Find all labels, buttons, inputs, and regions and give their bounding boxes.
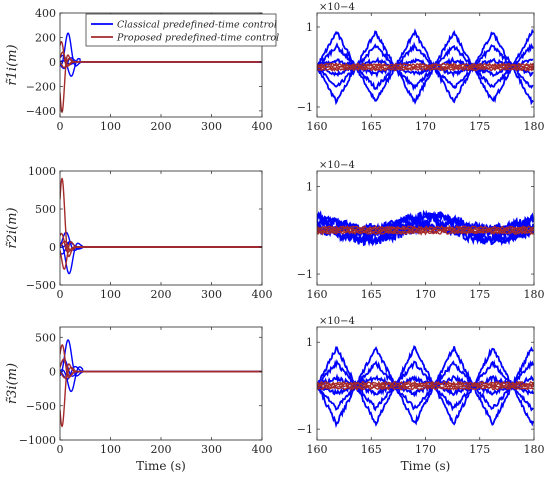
panel-p31: 0 100 200 300 400 −1000 −500 0 500 Time (s) r̃3i(m…	[5, 326, 273, 473]
legend: Classical predefined-time control Propose…	[85, 13, 279, 47]
y-tick-label: −500	[26, 400, 56, 413]
x-tick-label: 400	[252, 288, 273, 301]
series-line	[317, 385, 534, 392]
series-line	[317, 28, 534, 72]
y-tick-label: 500	[35, 331, 56, 344]
legend-label: Classical predefined-time control	[117, 20, 277, 31]
legend-label: Proposed predefined-time control	[116, 33, 279, 44]
x-tick-label: 200	[151, 288, 172, 301]
x-axis-label: Time (s)	[136, 459, 186, 473]
x-tick-label: 300	[201, 120, 222, 133]
series-line	[317, 62, 534, 67]
y-tick-label: 200	[35, 31, 56, 44]
y-tick-label: −500	[26, 279, 56, 292]
panel-p32: 160 165 170 175 180 −1 1 Time (s) ×10−4	[297, 316, 545, 473]
series-line	[317, 383, 534, 390]
y-tick-label: 1	[306, 21, 313, 34]
x-tick-label: 165	[361, 443, 382, 456]
x-tick-label: 200	[151, 443, 172, 456]
x-axis-label: Time (s)	[401, 459, 451, 473]
y-tick-label: 500	[35, 203, 56, 216]
plot-area	[60, 327, 262, 440]
y-exponent-label: ×10−4	[319, 316, 355, 327]
y-tick-label: −1	[297, 423, 313, 436]
x-tick-label: 160	[307, 443, 328, 456]
y-axis-label: r̃2i(m)	[5, 207, 20, 248]
x-tick-label: 100	[100, 288, 121, 301]
x-tick-label: 400	[252, 443, 273, 456]
y-tick-label: 0	[49, 56, 56, 69]
x-tick-label: 175	[469, 288, 490, 301]
x-tick-label: 180	[524, 288, 545, 301]
x-tick-label: 175	[469, 443, 490, 456]
y-axis-label: r̃3i(m)	[5, 363, 20, 404]
series-group	[317, 28, 534, 106]
x-tick-label: 180	[524, 443, 545, 456]
x-tick-label: 200	[151, 120, 172, 133]
y-axis-label: r̃1i(m)	[5, 44, 20, 85]
y-tick-label: 400	[35, 7, 56, 20]
series-group	[60, 32, 262, 114]
x-tick-label: 170	[415, 288, 436, 301]
y-tick-label: −1	[297, 268, 313, 281]
y-tick-label: 1000	[28, 165, 56, 178]
series-group	[60, 339, 262, 428]
series-group	[317, 345, 534, 429]
series-line	[317, 380, 534, 429]
x-tick-label: 300	[201, 288, 222, 301]
x-tick-label: 300	[201, 443, 222, 456]
y-exponent-label: ×10−4	[319, 160, 355, 171]
y-tick-label: −1	[297, 101, 313, 114]
x-tick-label: 170	[415, 120, 436, 133]
series-line	[317, 381, 534, 388]
legend-box	[85, 13, 277, 47]
panel-p22: 160 165 170 175 180 −1 1 ×10−4	[297, 160, 545, 301]
x-tick-label: 165	[361, 120, 382, 133]
y-exponent-label: ×10−4	[319, 2, 355, 13]
series-line	[317, 226, 534, 233]
x-tick-label: 180	[524, 120, 545, 133]
series-line	[317, 228, 534, 235]
series-group	[60, 177, 262, 275]
x-tick-label: 0	[57, 120, 64, 133]
series-line	[317, 65, 534, 71]
y-tick-label: −200	[26, 80, 56, 93]
series-line	[317, 209, 534, 247]
series-line	[60, 240, 262, 252]
x-tick-label: 170	[415, 443, 436, 456]
x-tick-label: 165	[361, 288, 382, 301]
series-line	[60, 366, 262, 379]
series-line	[317, 224, 534, 231]
plot-area	[60, 171, 262, 285]
series-line	[60, 57, 262, 69]
panel-p12: 160 165 170 175 180 −1 1 ×10−4	[297, 2, 545, 133]
series-group	[317, 209, 534, 247]
y-tick-label: −400	[26, 105, 56, 118]
x-tick-label: 0	[57, 288, 64, 301]
y-tick-label: 1	[306, 336, 313, 349]
x-tick-label: 100	[100, 443, 121, 456]
x-tick-label: 100	[100, 120, 121, 133]
series-line	[317, 380, 534, 386]
y-tick-label: 0	[49, 366, 56, 379]
series-line	[317, 345, 534, 391]
x-tick-label: 175	[469, 120, 490, 133]
x-tick-label: 160	[307, 120, 328, 133]
x-tick-label: 160	[307, 288, 328, 301]
y-tick-label: 0	[49, 241, 56, 254]
x-tick-label: 400	[252, 120, 273, 133]
y-tick-label: −1000	[19, 434, 56, 447]
y-tick-label: 1	[306, 180, 313, 193]
x-tick-label: 0	[57, 443, 64, 456]
